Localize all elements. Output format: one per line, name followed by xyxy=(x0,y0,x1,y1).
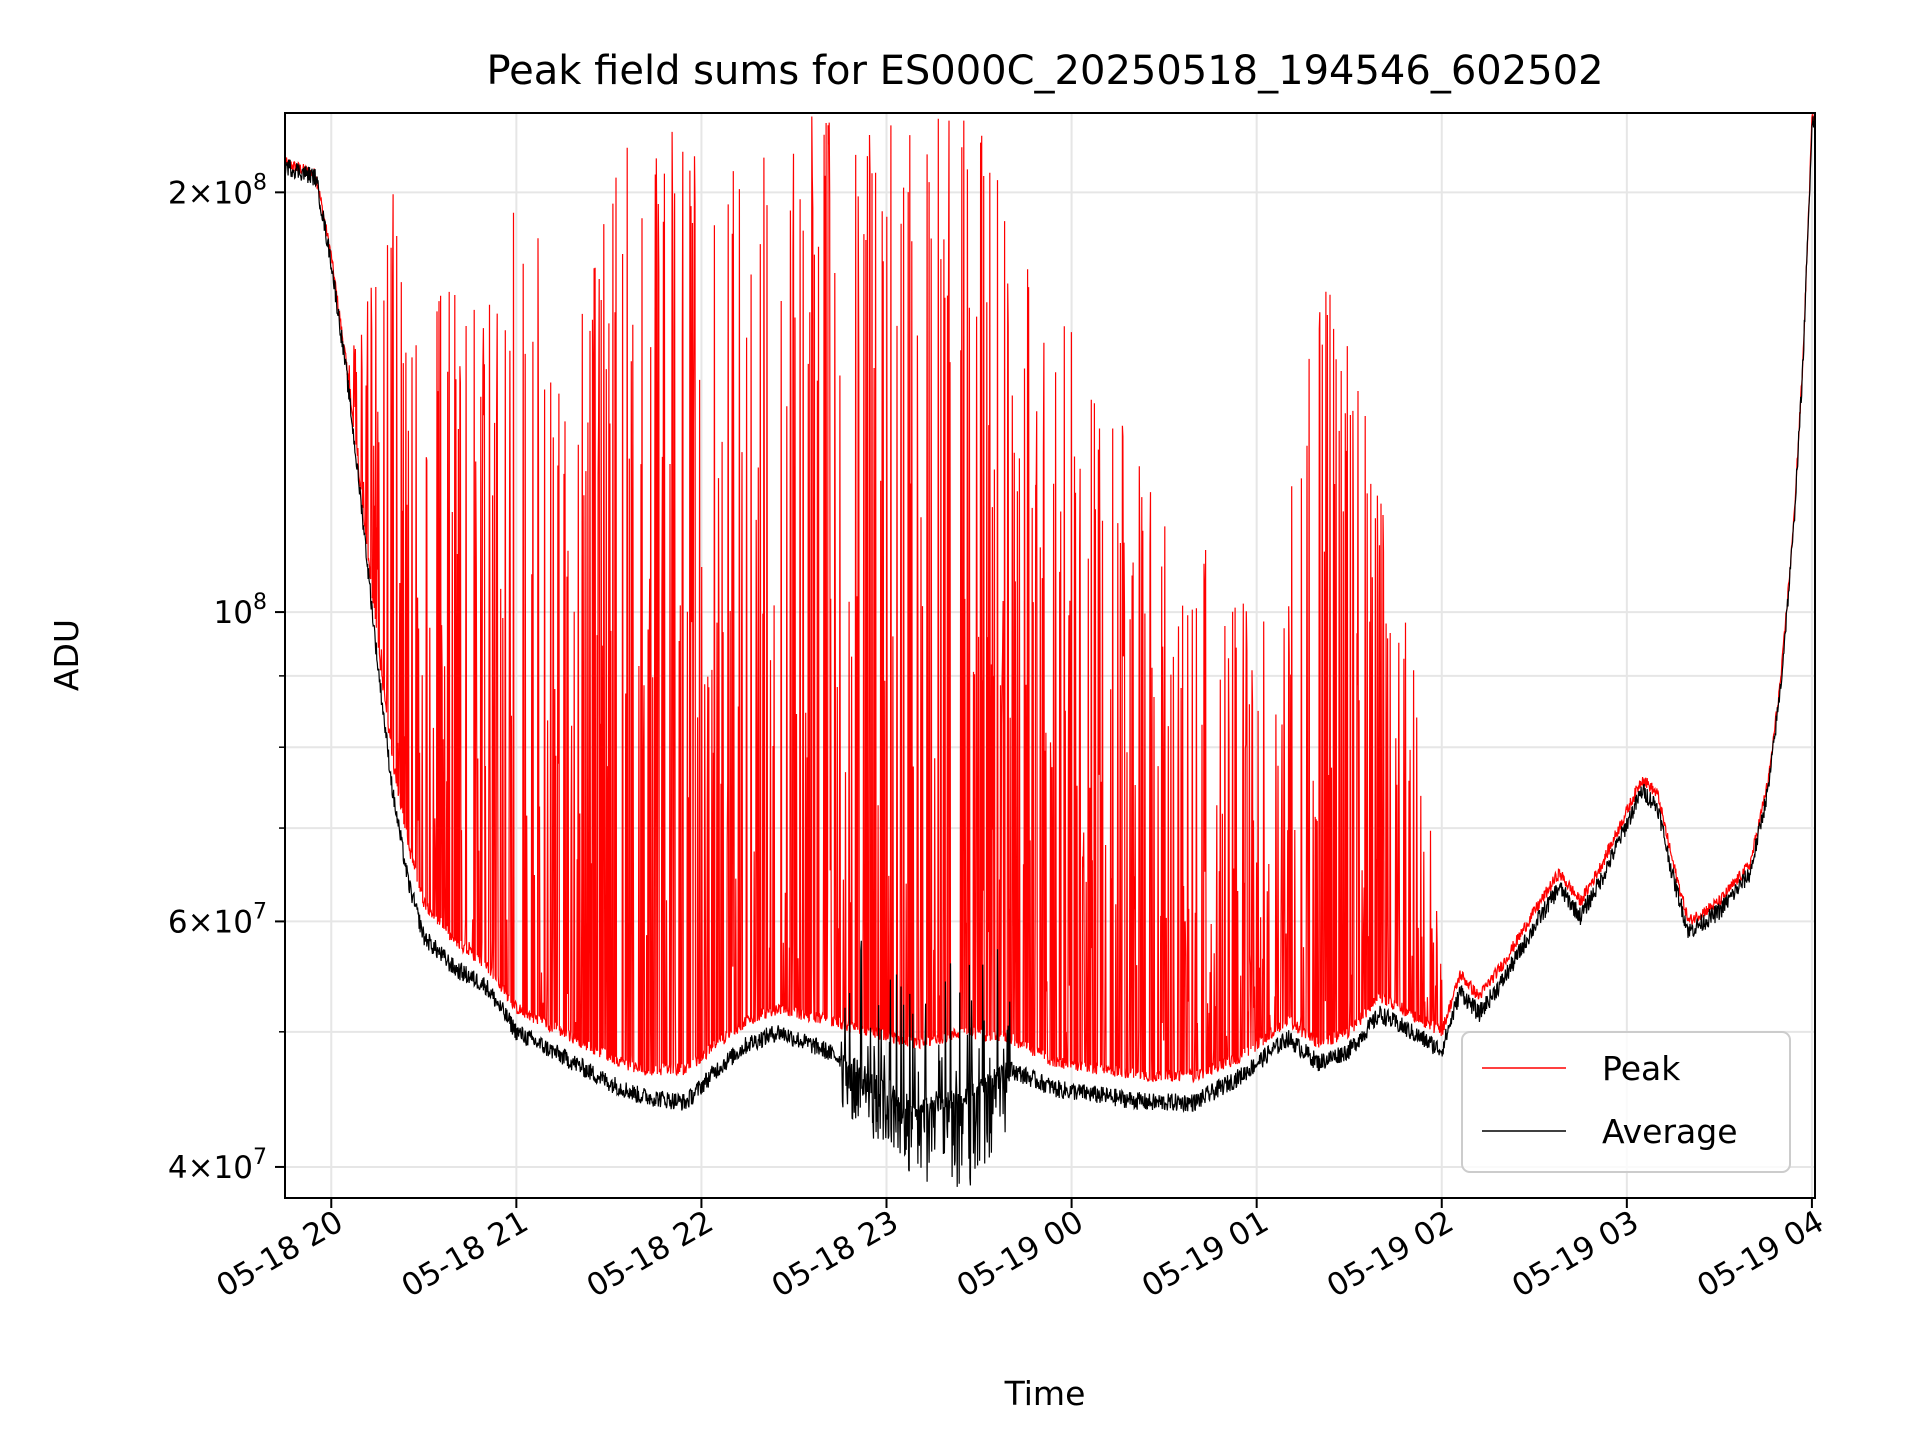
series-peak-line xyxy=(285,113,1815,1084)
plot-frame xyxy=(284,112,1816,1199)
y-tick-label: 2×108 xyxy=(168,170,267,211)
legend-box xyxy=(1461,1031,1791,1173)
y-tick-label: 6×107 xyxy=(168,899,267,940)
legend: Peak Average xyxy=(1461,1031,1791,1173)
x-axis-title: Time xyxy=(1004,1374,1086,1413)
y-axis-title: ADU xyxy=(47,619,86,691)
y-tick-label: 4×107 xyxy=(168,1145,267,1186)
chart-title: Peak field sums for ES000C_20250518_1945… xyxy=(486,48,1603,94)
legend-label-peak: Peak xyxy=(1602,1049,1681,1088)
series-layer xyxy=(285,113,1815,1187)
y-tick-label: 108 xyxy=(214,590,267,631)
series-average-line xyxy=(285,116,1815,1187)
legend-label-average: Average xyxy=(1602,1112,1738,1151)
